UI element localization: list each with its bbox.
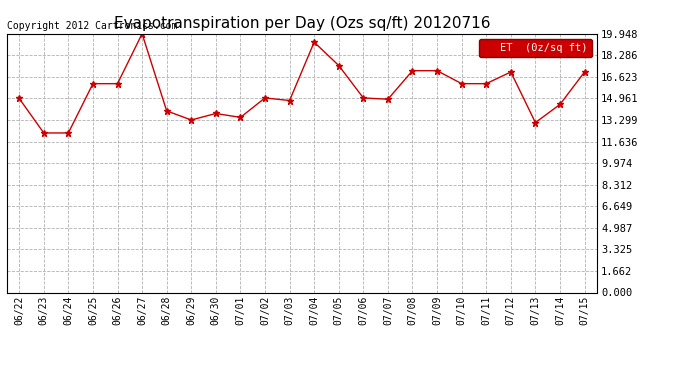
Title: Evapotranspiration per Day (Ozs sq/ft) 20120716: Evapotranspiration per Day (Ozs sq/ft) 2… <box>114 16 490 31</box>
Text: Copyright 2012 Cartronics.com: Copyright 2012 Cartronics.com <box>7 21 177 31</box>
Legend: ET  (0z/sq ft): ET (0z/sq ft) <box>479 39 591 57</box>
